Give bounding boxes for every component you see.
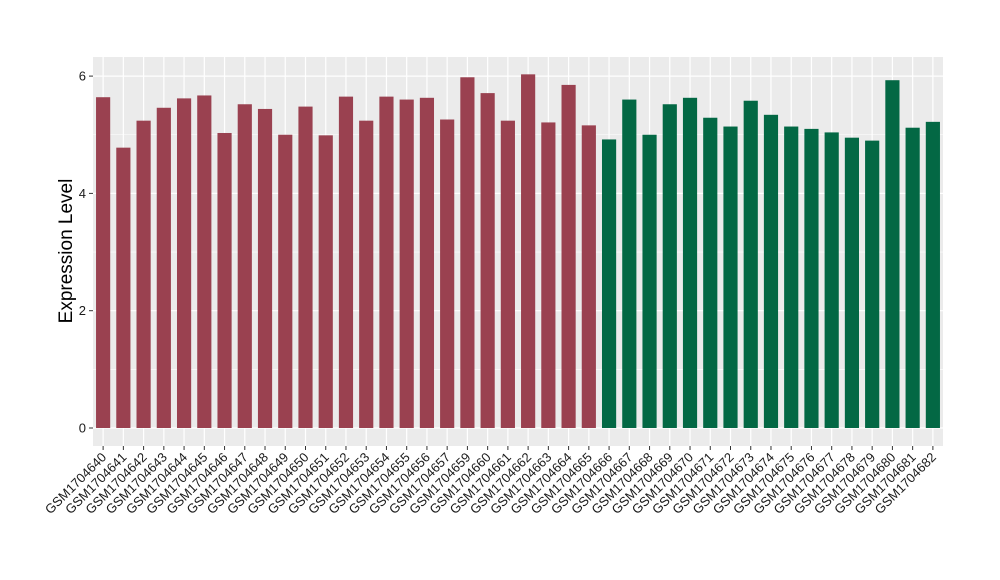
y-tick-label: 0 [79,421,86,436]
bar [116,147,131,428]
bar [419,97,435,428]
bar [399,99,414,428]
bar [278,134,293,428]
bar [460,77,475,428]
bar [804,128,819,428]
bar [379,96,394,428]
bar [784,126,799,428]
bar [642,134,657,428]
bar [662,104,677,428]
bar [338,96,354,428]
y-axis-title: Expression Level [56,179,77,324]
bar [743,100,758,428]
plot-panel [93,57,943,446]
bar [844,137,860,428]
bar [925,121,940,429]
bar [763,114,779,429]
bar [257,108,273,428]
bar [176,98,192,429]
bar [581,125,596,428]
bar [298,106,313,429]
bar [865,140,880,429]
bar [905,127,920,428]
bar [622,99,637,428]
bar [237,104,252,428]
bars [96,74,940,429]
bar [703,117,718,428]
y-axis: 0 2 4 6 [79,69,93,436]
bar [156,107,171,429]
bar [480,93,495,429]
bar [96,97,111,429]
bar [500,120,515,428]
bar [440,119,455,428]
bar [359,120,374,428]
bar [521,74,536,428]
bar [723,126,738,428]
y-tick-label: 2 [79,303,86,318]
bar [217,132,232,429]
bar [601,139,617,428]
bar [561,84,576,429]
x-axis: GSM1704640GSM1704641GSM1704642GSM1704643… [42,446,939,517]
bar [318,135,333,429]
bar [197,95,212,428]
bar [541,122,556,428]
y-tick-label: 6 [79,69,86,84]
bar [136,120,151,428]
bar [824,132,839,429]
bar [885,80,900,428]
y-tick-label: 4 [79,186,86,201]
bar [682,97,698,428]
